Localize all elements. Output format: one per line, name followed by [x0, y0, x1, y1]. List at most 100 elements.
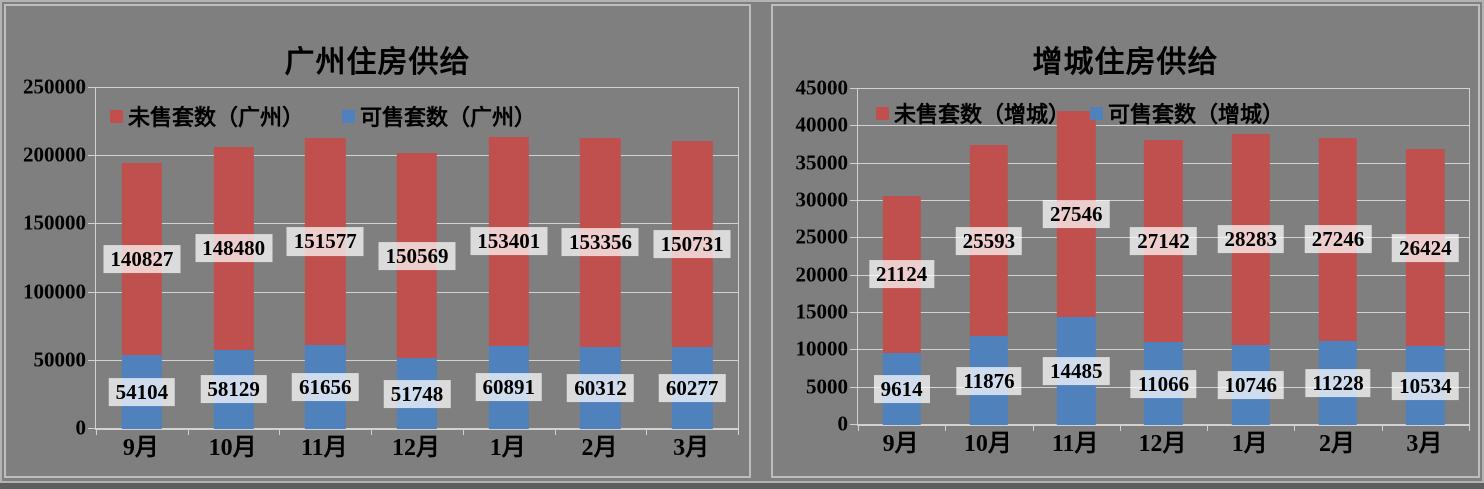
- bar-column: 148480 58129: [188, 88, 280, 429]
- x-tickmark: [1469, 426, 1470, 431]
- y-tick-label: 150000: [23, 210, 86, 235]
- x-tickmark: [738, 430, 739, 435]
- legend-item-unsold: 未售套数（广州）: [110, 100, 304, 132]
- x-axis-label: 9月: [122, 435, 159, 461]
- legend-item-unsold: 未售套数（增城）: [876, 97, 1070, 129]
- data-label-available: 14485: [1042, 356, 1110, 386]
- bar-column: 27142 11066: [1120, 89, 1207, 425]
- bar-column: 26424 10534: [1382, 89, 1469, 425]
- bar-column: 25593 11876: [945, 89, 1032, 425]
- y-tick-label: 35000: [795, 150, 849, 175]
- x-axis-label: 12月: [1138, 431, 1187, 457]
- data-label-available: 11228: [1305, 369, 1371, 398]
- x-tickmark: [187, 430, 189, 435]
- data-label-unsold: 151577: [286, 227, 364, 256]
- data-label-available: 51748: [383, 379, 451, 408]
- y-tickmark: [88, 359, 95, 361]
- x-axis-label: 3月: [673, 435, 710, 461]
- x-axis-label: 12月: [392, 435, 441, 461]
- legend-label-available: 可售套数（广州）: [360, 105, 537, 130]
- plot-area: 21124 9614 25593 11876 27546 14485 27142 11066 2…: [850, 88, 1470, 431]
- legend-swatch-unsold: [876, 106, 889, 120]
- plot-area: 140827 54104 148480 58129 151577 61656 150569 5…: [88, 87, 739, 435]
- data-label-unsold: 140827: [103, 245, 181, 274]
- y-tick-label: 15000: [795, 299, 849, 324]
- y-tickmark: [850, 386, 857, 388]
- x-tickmark: [1381, 426, 1383, 431]
- y-tickmark: [850, 162, 857, 164]
- bar-column: 27246 11228: [1294, 89, 1381, 425]
- bar-column: 150731 60277: [646, 88, 738, 429]
- y-tick-label: 25000: [795, 224, 849, 249]
- gridline: [858, 88, 1469, 89]
- x-tickmark: [554, 430, 556, 435]
- legend-item-available: 可售套数（广州）: [342, 100, 536, 132]
- y-tick-label: 0: [837, 411, 849, 436]
- x-tickmark: [945, 426, 947, 431]
- data-label-unsold: 27546: [1042, 199, 1110, 229]
- y-tickmark: [850, 237, 857, 239]
- x-axis-label: 2月: [1319, 431, 1356, 457]
- window-border-bottom: [0, 481, 1484, 483]
- legend-item-available: 可售套数（增城）: [1090, 97, 1284, 129]
- x-tickmark: [646, 430, 648, 435]
- legend: 未售套数（广州） 可售套数（广州）: [110, 100, 536, 132]
- data-label-unsold: 153401: [470, 227, 548, 256]
- bars: 21124 9614 25593 11876 27546 14485 27142 11066 2…: [858, 89, 1469, 425]
- chart-title: 增城住房供给: [1032, 45, 1219, 79]
- data-label-available: 58129: [200, 375, 267, 404]
- data-label-unsold: 150731: [653, 229, 731, 259]
- y-tickmark: [88, 428, 95, 429]
- y-tickmark: [88, 155, 95, 157]
- window-border-left: [0, 0, 2, 483]
- bar-column: 140827 54104: [96, 88, 188, 429]
- x-axis-label: 3月: [1406, 431, 1443, 457]
- data-label-unsold: 25593: [955, 226, 1023, 255]
- data-label-unsold: 148480: [195, 234, 273, 263]
- x-tickmark: [858, 426, 859, 431]
- x-tickmark: [1207, 426, 1209, 431]
- legend-label-available: 可售套数（增城）: [1108, 102, 1285, 127]
- data-label-available: 9614: [873, 375, 930, 404]
- window-border-top: [0, 0, 1484, 2]
- window-bottom-shadow: [0, 483, 1484, 489]
- x-axis: 9月 10月 11月 12月 1月 2月 3月: [857, 432, 1468, 456]
- y-tickmark: [850, 274, 857, 276]
- bar-column: 21124 9614: [858, 89, 945, 425]
- y-tickmark: [850, 349, 857, 351]
- data-label-available: 11066: [1130, 369, 1197, 398]
- y-tickmark: [88, 291, 95, 293]
- bar-column: 150569 51748: [371, 88, 463, 429]
- y-tick-label: 250000: [23, 74, 86, 99]
- y-tick-label: 100000: [23, 279, 86, 304]
- x-tickmark: [371, 430, 373, 435]
- x-axis-label: 2月: [581, 435, 618, 461]
- data-label-available: 60312: [567, 373, 634, 402]
- data-label-unsold: 21124: [868, 260, 935, 289]
- y-axis: 0 5000 10000 15000 20000 25000 30000 35000 40000…: [773, 77, 849, 434]
- chart-title: 广州住房供给: [284, 45, 471, 79]
- x-tickmark: [1032, 426, 1034, 431]
- y-tick-label: 45000: [795, 75, 849, 100]
- data-label-available: 61656: [292, 372, 359, 402]
- y-tickmark: [850, 88, 857, 89]
- legend: 未售套数（增城） 可售套数（增城）: [876, 97, 1284, 129]
- window-border-right: [1482, 0, 1484, 483]
- y-tick-label: 5000: [806, 374, 848, 399]
- data-label-available: 54104: [108, 378, 176, 407]
- zengcheng-chart-panel: 增城住房供给 0 5000 10000 15000 20000 25000 30000 350…: [771, 4, 1480, 478]
- legend-swatch-available: [1090, 106, 1104, 120]
- x-axis-label: 9月: [882, 431, 919, 457]
- x-axis-label: 11月: [300, 435, 348, 461]
- y-tick-label: 40000: [795, 112, 849, 137]
- x-axis-label: 11月: [1051, 431, 1099, 457]
- bar-column: 153401 60891: [463, 88, 555, 429]
- bar-column: 27546 14485: [1033, 89, 1120, 425]
- y-tick-label: 50000: [33, 347, 87, 372]
- y-tickmark: [850, 200, 857, 201]
- data-label-available: 60277: [658, 373, 726, 402]
- data-label-unsold: 153356: [561, 228, 639, 257]
- y-tick-label: 20000: [795, 262, 849, 287]
- x-tickmark: [1119, 426, 1121, 431]
